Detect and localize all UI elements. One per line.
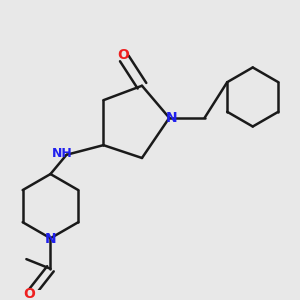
Text: O: O (117, 48, 129, 62)
Text: N: N (45, 232, 56, 246)
Text: O: O (24, 287, 35, 300)
Text: NH: NH (52, 147, 73, 160)
Text: N: N (166, 111, 178, 125)
